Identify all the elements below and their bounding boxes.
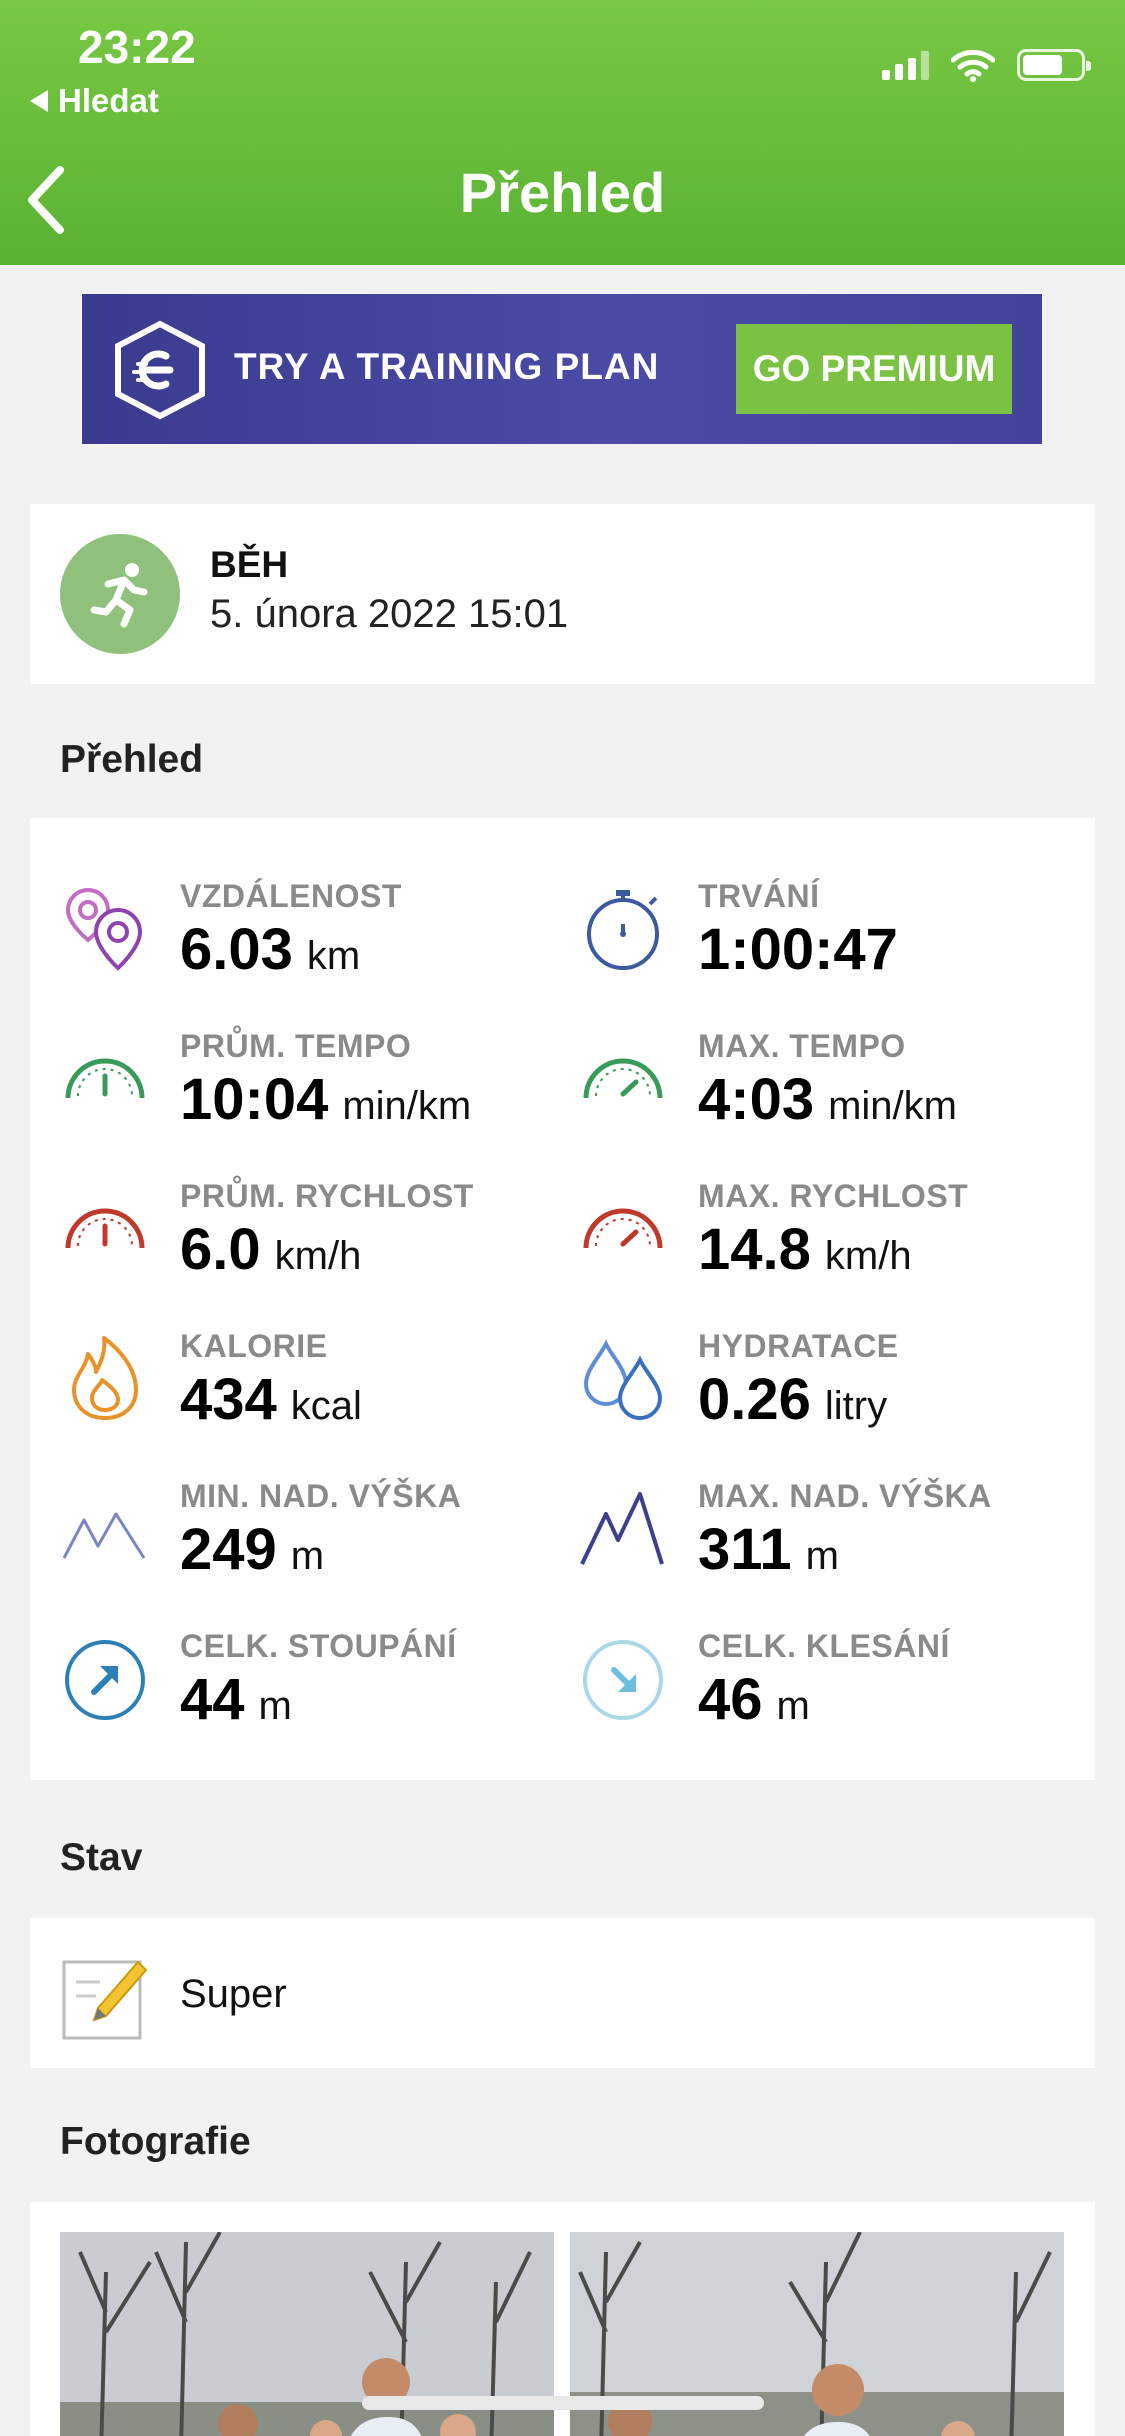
stat-distance: VZDÁLENOST 6.03 km — [60, 878, 560, 1008]
stat-value: 6.03 — [180, 917, 293, 982]
max-elevation-icon — [580, 1492, 664, 1565]
back-to-search-link[interactable]: Hledat — [30, 82, 159, 120]
activity-type: BĚH — [210, 544, 289, 585]
activity-date: 5. února 2022 15:01 — [210, 592, 569, 636]
header: 23:22 Hledat Přehled — [0, 0, 1125, 265]
status-icons — [882, 48, 1091, 82]
stat-value: 10:04 — [180, 1067, 329, 1132]
pace-gauge-icon — [65, 1058, 145, 1099]
battery-icon — [1017, 49, 1091, 81]
cellular-signal-icon — [882, 50, 929, 80]
stopwatch-icon — [587, 890, 659, 970]
stat-label: MIN. NAD. VÝŠKA — [180, 1478, 462, 1514]
stat-value: 6.0 — [180, 1217, 261, 1282]
stat-unit: m — [258, 1684, 292, 1728]
ascent-arrow-icon — [65, 1640, 145, 1720]
stat-value: 0.26 — [698, 1367, 811, 1432]
photos-section-title: Fotografie — [60, 2120, 251, 2163]
stats-card: VZDÁLENOST 6.03 km TRVÁNÍ 1:00:47 PRŮM. T… — [30, 818, 1095, 1780]
flame-icon — [72, 1336, 138, 1420]
stat-hydration: HYDRATACE 0.26 litry — [578, 1328, 1078, 1458]
stat-unit: min/km — [828, 1084, 957, 1128]
max-speed-gauge-icon — [583, 1208, 663, 1249]
stat-avg-speed: PRŮM. RYCHLOST 6.0 km/h — [60, 1178, 560, 1308]
stat-unit: min/km — [342, 1084, 472, 1128]
home-indicator[interactable] — [362, 2396, 764, 2410]
stat-value: 14.8 — [698, 1217, 811, 1282]
max-pace-gauge-icon — [583, 1058, 663, 1099]
stat-label: CELK. KLESÁNÍ — [698, 1628, 950, 1664]
stat-label: HYDRATACE — [698, 1328, 899, 1364]
running-person-icon — [90, 563, 148, 628]
stat-label: KALORIE — [180, 1328, 328, 1364]
stat-unit: m — [776, 1684, 810, 1728]
stat-avg-pace: PRŮM. TEMPO 10:04 min/km — [60, 1028, 560, 1158]
stat-unit: km/h — [274, 1234, 362, 1278]
training-plan-banner[interactable]: TRY A TRAINING PLAN GO PREMIUM — [82, 294, 1042, 444]
stat-max-speed: MAX. RYCHLOST 14.8 km/h — [578, 1178, 1078, 1308]
activity-avatar — [60, 534, 180, 654]
stat-value: 434 — [180, 1367, 277, 1432]
stat-unit: km — [306, 934, 361, 978]
status-note-text: Super — [180, 1972, 287, 2016]
training-plan-hexagon-icon — [115, 320, 205, 420]
chevron-left-icon[interactable] — [22, 160, 72, 240]
go-premium-button[interactable]: GO PREMIUM — [736, 324, 1012, 414]
stat-label: MAX. RYCHLOST — [698, 1178, 969, 1214]
stat-calories: KALORIE 434 kcal — [60, 1328, 560, 1458]
stat-label: CELK. STOUPÁNÍ — [180, 1628, 457, 1664]
stat-unit: kcal — [290, 1384, 362, 1428]
stat-label: MAX. NAD. VÝŠKA — [698, 1478, 992, 1514]
stat-label: VZDÁLENOST — [180, 878, 402, 914]
overview-section-title: Přehled — [60, 738, 204, 781]
speed-gauge-icon — [65, 1208, 145, 1249]
min-elevation-icon — [62, 1512, 146, 1559]
stat-value: 249 — [180, 1517, 277, 1582]
stat-value: 1:00:47 — [698, 917, 898, 982]
water-drops-icon — [583, 1339, 663, 1420]
stat-value: 46 — [698, 1667, 763, 1732]
stat-value: 311 — [698, 1517, 792, 1582]
note-pencil-icon — [62, 1960, 148, 2040]
stat-max-elevation: MAX. NAD. VÝŠKA 311 m — [578, 1478, 1078, 1608]
stat-total-ascent: CELK. STOUPÁNÍ 44 m — [60, 1628, 560, 1758]
stat-min-elevation: MIN. NAD. VÝŠKA 249 m — [60, 1478, 560, 1608]
stat-total-descent: CELK. KLESÁNÍ 46 m — [578, 1628, 1078, 1758]
location-pins-icon — [65, 887, 143, 971]
stat-label: TRVÁNÍ — [698, 878, 820, 914]
stat-value: 4:03 — [698, 1067, 815, 1132]
stat-unit: m — [290, 1534, 325, 1578]
promo-text: TRY A TRAINING PLAN — [234, 346, 660, 387]
activity-card: BĚH 5. února 2022 15:01 — [30, 504, 1095, 684]
stat-label: MAX. TEMPO — [698, 1028, 906, 1064]
status-note-card[interactable]: Super — [30, 1918, 1095, 2068]
wifi-icon — [951, 49, 995, 82]
back-triangle-icon — [30, 90, 48, 112]
page-title: Přehled — [459, 161, 666, 224]
stat-unit: litry — [824, 1384, 888, 1428]
stat-duration: TRVÁNÍ 1:00:47 — [578, 878, 1078, 1008]
stat-unit: m — [805, 1534, 839, 1578]
stat-max-pace: MAX. TEMPO 4:03 min/km — [578, 1028, 1078, 1158]
status-time: 23:22 — [78, 21, 196, 73]
stat-label: PRŮM. RYCHLOST — [180, 1178, 474, 1214]
status-section-title: Stav — [60, 1836, 143, 1879]
descent-arrow-icon — [583, 1640, 663, 1720]
stat-label: PRŮM. TEMPO — [180, 1028, 412, 1064]
stat-value: 44 — [180, 1667, 245, 1732]
stat-unit: km/h — [824, 1234, 912, 1278]
back-to-search-label: Hledat — [58, 82, 159, 119]
